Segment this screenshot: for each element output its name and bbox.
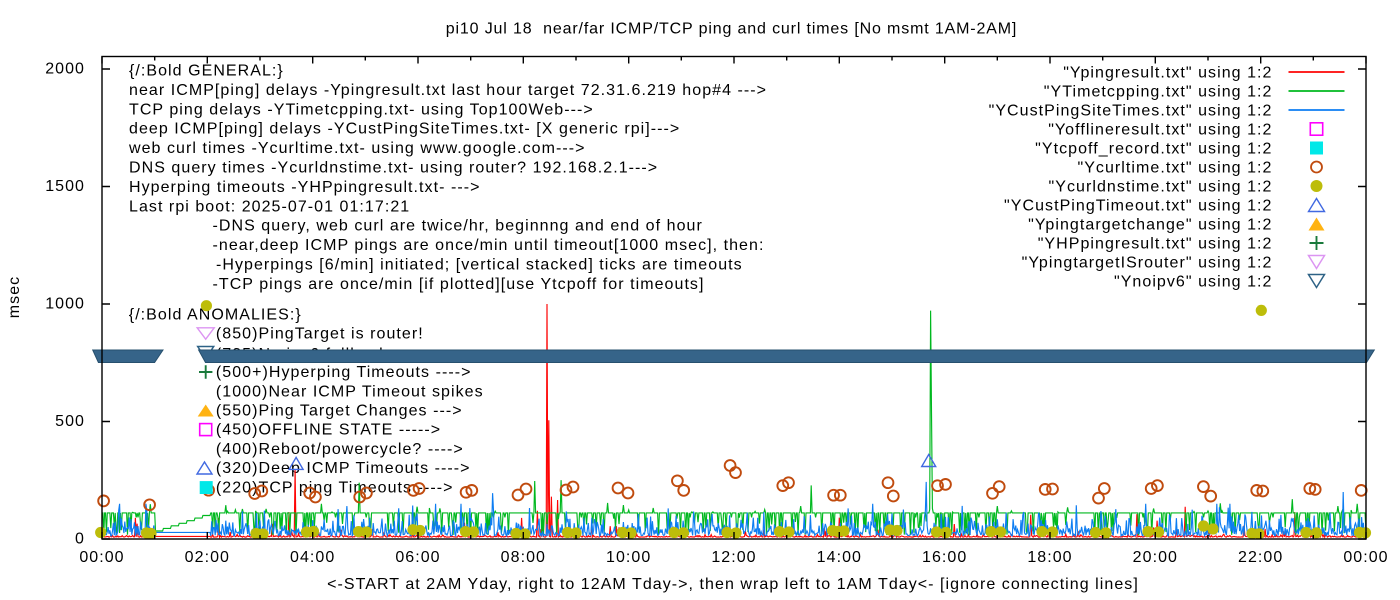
svg-text:-Hyperpings [6/min] initiated;: -Hyperpings [6/min] initiated; [vertical… bbox=[216, 257, 743, 274]
svg-text:Last rpi boot: 2025-07-01 01:1: Last rpi boot: 2025-07-01 01:17:21 bbox=[129, 198, 410, 215]
svg-text:<-START at 2AM Yday, right to: <-START at 2AM Yday, right to 12AM Tday-… bbox=[327, 576, 1139, 593]
svg-text:(400)Reboot/powercycle? ---->: (400)Reboot/powercycle? ----> bbox=[216, 441, 464, 458]
svg-text:"Ynoipv6" using 1:2: "Ynoipv6" using 1:2 bbox=[1114, 274, 1273, 291]
svg-text:08:00: 08:00 bbox=[501, 549, 546, 566]
svg-text:(550)Ping Target Changes --->: (550)Ping Target Changes ---> bbox=[216, 403, 463, 420]
svg-text:-TCP pings are once/min [if pl: -TCP pings are once/min [if plotted][use… bbox=[213, 276, 705, 293]
svg-text:00:00: 00:00 bbox=[79, 549, 124, 566]
svg-text:"YCustPingSiteTimes.txt" using: "YCustPingSiteTimes.txt" using 1:2 bbox=[989, 103, 1273, 120]
svg-text:1000: 1000 bbox=[45, 296, 85, 313]
svg-text:(500+)Hyperping Timeouts ---->: (500+)Hyperping Timeouts ----> bbox=[216, 364, 472, 381]
svg-text:{/:Bold ANOMALIES:}: {/:Bold ANOMALIES:} bbox=[129, 307, 302, 324]
svg-text:web curl times -Ycurltime.txt-: web curl times -Ycurltime.txt- using www… bbox=[128, 140, 586, 157]
svg-text:16:00: 16:00 bbox=[922, 549, 967, 566]
svg-text:02:00: 02:00 bbox=[185, 549, 230, 566]
svg-text:06:00: 06:00 bbox=[395, 549, 440, 566]
svg-text:"Ycurldnstime.txt" using 1:2: "Ycurldnstime.txt" using 1:2 bbox=[1049, 179, 1273, 196]
svg-text:msec: msec bbox=[6, 276, 23, 318]
svg-text:14:00: 14:00 bbox=[817, 549, 862, 566]
svg-text:-DNS query, web curl are twice: -DNS query, web curl are twice/hr, begin… bbox=[213, 218, 703, 235]
svg-text:22:00: 22:00 bbox=[1238, 549, 1283, 566]
svg-text:"YTimetcpping.txt" using 1:2: "YTimetcpping.txt" using 1:2 bbox=[1044, 84, 1273, 101]
svg-text:(1000)Near ICMP Timeout spikes: (1000)Near ICMP Timeout spikes bbox=[216, 383, 484, 400]
svg-text:2000: 2000 bbox=[45, 61, 85, 78]
svg-text:"Ycurltime.txt" using 1:2: "Ycurltime.txt" using 1:2 bbox=[1077, 160, 1272, 177]
svg-text:"YpingtargetISrouter" using 1:: "YpingtargetISrouter" using 1:2 bbox=[1022, 255, 1273, 272]
svg-text:00:00: 00:00 bbox=[1343, 549, 1388, 566]
svg-text:1500: 1500 bbox=[45, 178, 85, 195]
svg-text:"YCustPingTimeout.txt" using 1: "YCustPingTimeout.txt" using 1:2 bbox=[1004, 198, 1272, 215]
svg-text:18:00: 18:00 bbox=[1027, 549, 1072, 566]
svg-text:500: 500 bbox=[55, 413, 85, 430]
svg-text:-near,deep ICMP pings are once: -near,deep ICMP pings are once/min until… bbox=[213, 237, 765, 254]
svg-text:(450)OFFLINE STATE ----->: (450)OFFLINE STATE -----> bbox=[216, 422, 441, 439]
svg-text:20:00: 20:00 bbox=[1133, 549, 1178, 566]
svg-text:Hyperping timeouts -YHPpingres: Hyperping timeouts -YHPpingresult.txt- -… bbox=[129, 179, 480, 196]
svg-text:(320)Deep ICMP Timeouts ---->: (320)Deep ICMP Timeouts ----> bbox=[216, 460, 471, 477]
svg-text:near ICMP[ping] delays -Ypingr: near ICMP[ping] delays -Ypingresult.txt … bbox=[129, 82, 767, 99]
svg-text:{/:Bold GENERAL:}: {/:Bold GENERAL:} bbox=[129, 63, 284, 80]
svg-text:"Ypingtargetchange" using 1:2: "Ypingtargetchange" using 1:2 bbox=[1028, 217, 1272, 234]
svg-text:0: 0 bbox=[75, 531, 85, 548]
svg-text:10:00: 10:00 bbox=[606, 549, 651, 566]
svg-text:"Ypingresult.txt" using 1:2: "Ypingresult.txt" using 1:2 bbox=[1063, 65, 1272, 82]
svg-text:(850)PingTarget is router!: (850)PingTarget is router! bbox=[216, 326, 424, 343]
svg-text:12:00: 12:00 bbox=[711, 549, 756, 566]
svg-text:"Yofflineresult.txt" using 1:2: "Yofflineresult.txt" using 1:2 bbox=[1048, 122, 1272, 139]
svg-text:TCP ping delays -YTimetcpping.: TCP ping delays -YTimetcpping.txt- using… bbox=[129, 101, 594, 118]
svg-text:04:00: 04:00 bbox=[290, 549, 335, 566]
svg-text:"Ytcpoff_record.txt" using 1:2: "Ytcpoff_record.txt" using 1:2 bbox=[1035, 141, 1272, 158]
svg-text:DNS query times -Ycurldnstime.: DNS query times -Ycurldnstime.txt- using… bbox=[129, 160, 658, 177]
svg-text:(220)TCP ping Timeouts ---->: (220)TCP ping Timeouts ----> bbox=[216, 479, 454, 496]
svg-text:deep ICMP[ping] delays -YCustP: deep ICMP[ping] delays -YCustPingSiteTim… bbox=[129, 121, 680, 138]
svg-text:pi10 Jul 18 near/far ICMP/TCP: pi10 Jul 18 near/far ICMP/TCP ping and c… bbox=[446, 21, 1017, 38]
svg-text:"YHPpingresult.txt" using 1:2: "YHPpingresult.txt" using 1:2 bbox=[1038, 236, 1273, 253]
